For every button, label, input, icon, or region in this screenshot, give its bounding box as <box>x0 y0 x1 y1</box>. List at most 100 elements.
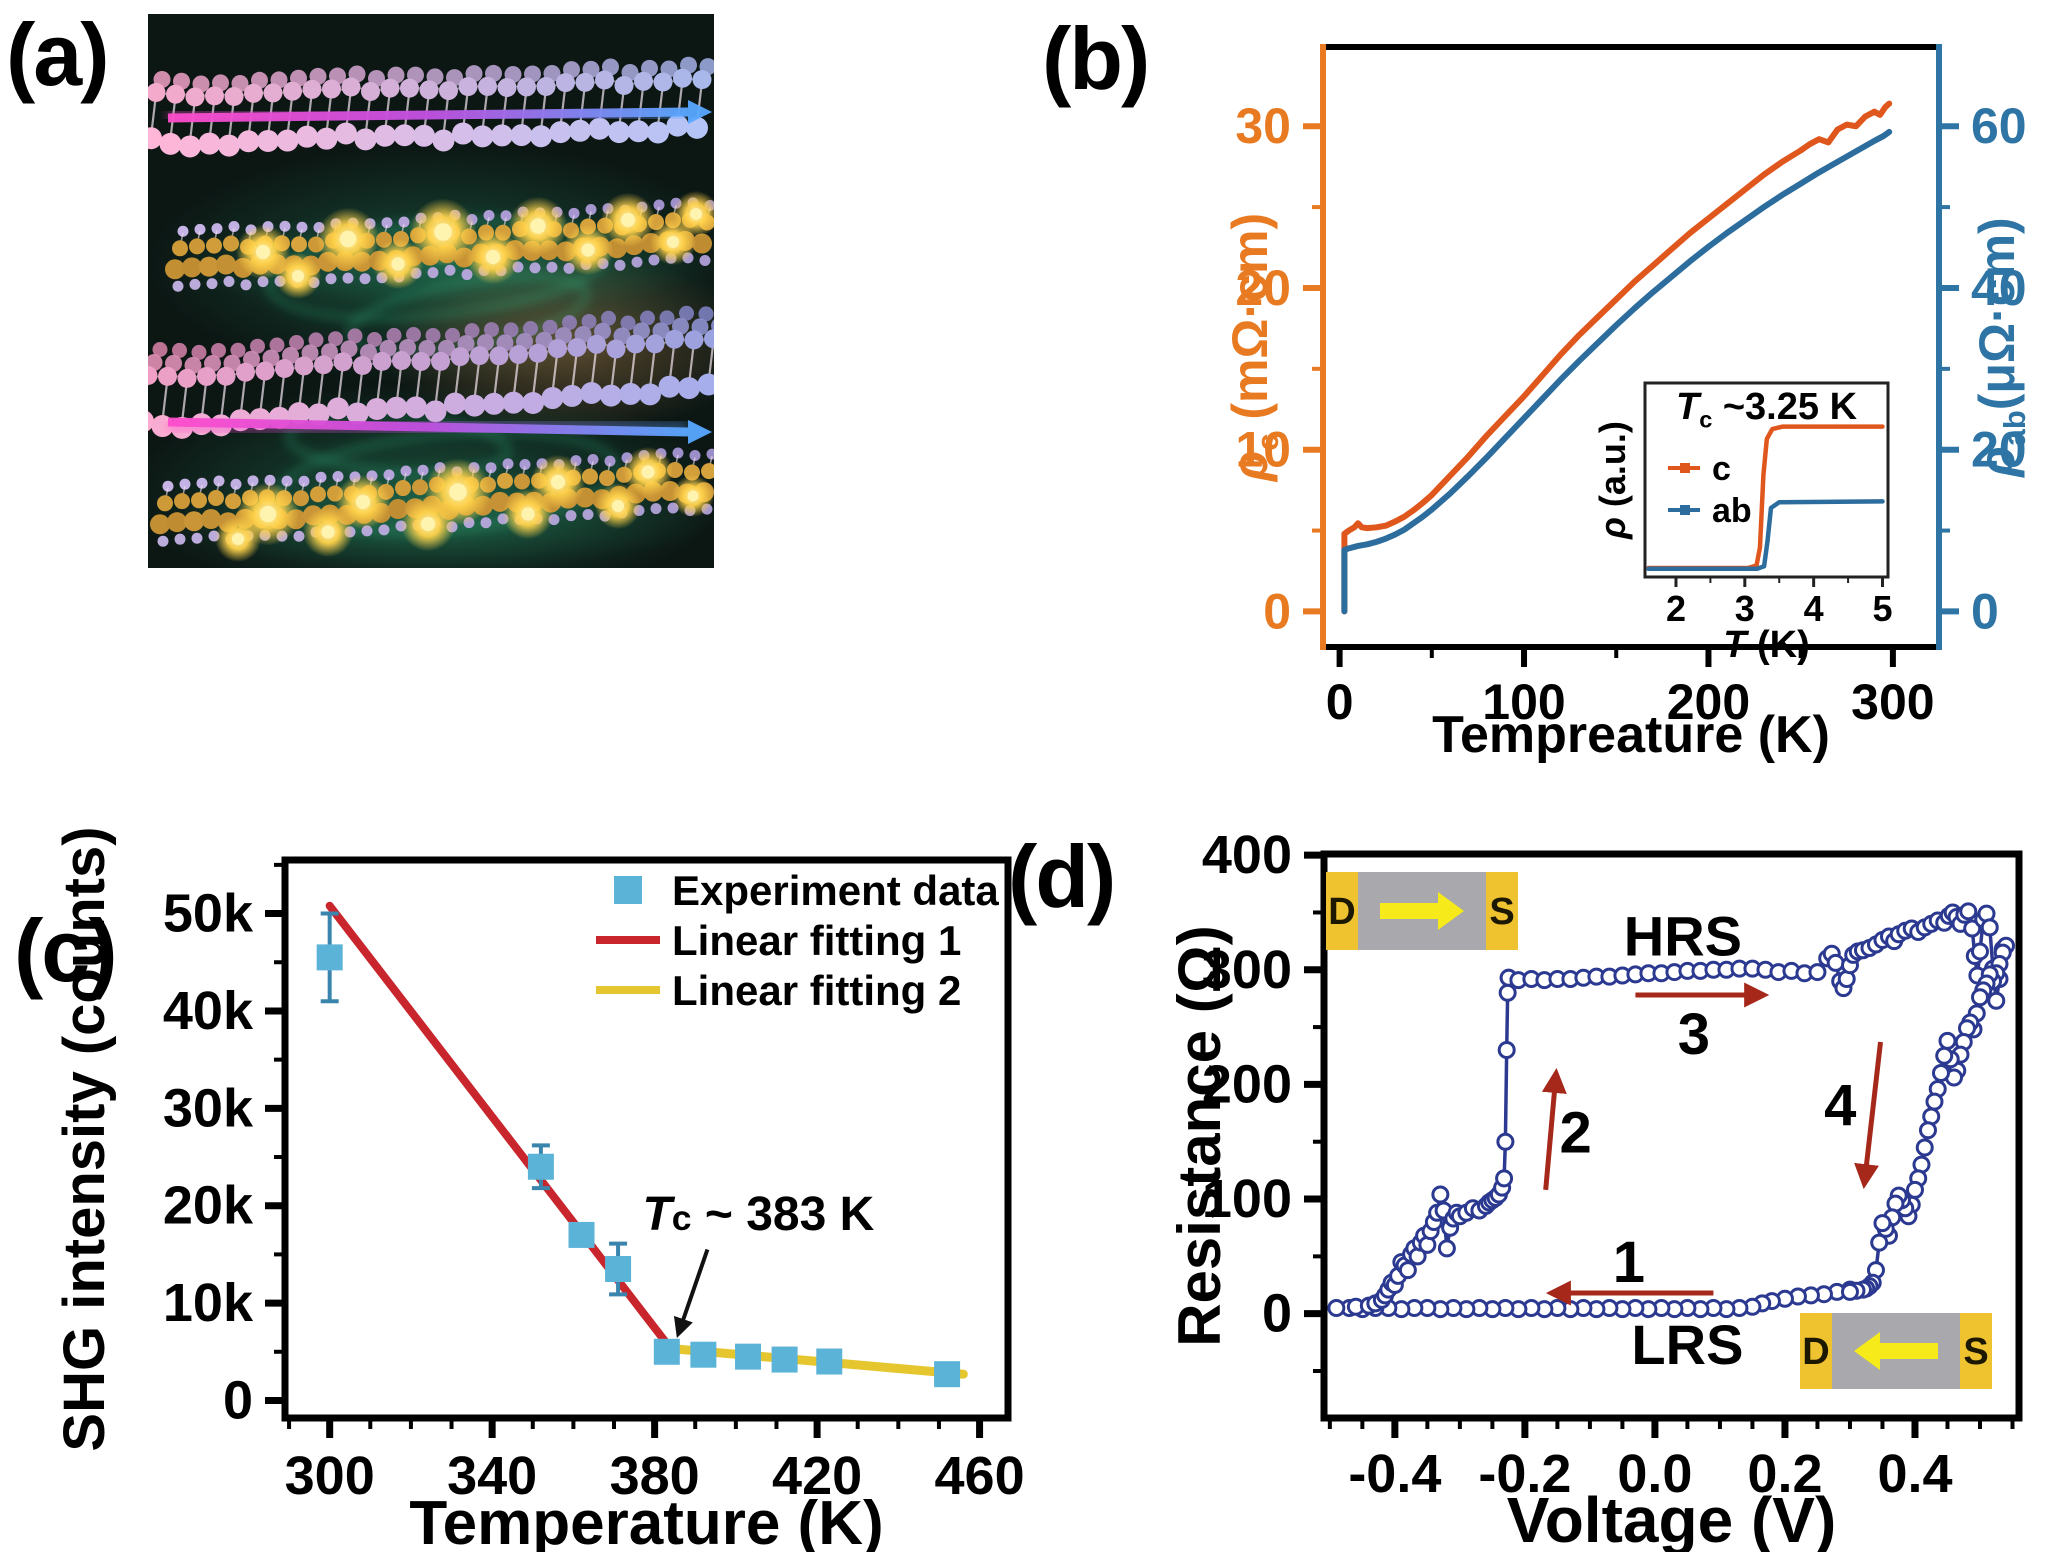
b-inset-xtick: 4 <box>1804 588 1824 629</box>
b-xtick: 100 <box>1482 674 1565 730</box>
current-arrow-shaft <box>1380 903 1438 919</box>
c-xlabel: Temperature (K) <box>409 1489 883 1552</box>
d-sweep-arrow-4 <box>1854 1041 1884 1190</box>
d-xtick: 0.2 <box>1747 1444 1822 1504</box>
b-inset-title: Tc ~3.25 K <box>1676 386 1858 432</box>
b-inset-xtick: 5 <box>1872 588 1892 629</box>
d-step-number: 4 <box>1824 1073 1856 1138</box>
b-inset-ylabel: ρ (a.u.) <box>1592 421 1633 540</box>
d-xtick: -0.2 <box>1478 1444 1571 1504</box>
panel-c-label: (c) <box>14 901 118 1000</box>
d-data-marker <box>1970 988 1989 1007</box>
d-data-marker <box>1826 953 1845 972</box>
experiment-data-point <box>735 1343 762 1370</box>
device-drain-contact <box>1326 872 1358 950</box>
experiment-data-point <box>527 1153 554 1180</box>
b-ylabel-left: ρc (mΩ·cm) <box>1222 213 1285 483</box>
d-data-marker <box>1495 1169 1514 1188</box>
d-ytick: 100 <box>1202 1169 1292 1229</box>
d-ylabel: Resistance (Ω) <box>1166 925 1233 1347</box>
b-ytick-left: 0 <box>1263 583 1291 639</box>
d-step-number: 3 <box>1678 1002 1710 1067</box>
c-data-points <box>316 911 961 1388</box>
d-data-marker <box>1808 963 1827 982</box>
d-state-label-lrs: LRS <box>1631 1313 1743 1376</box>
d-branch-line-set-rise <box>1354 976 1511 1309</box>
device-d-label: D <box>1328 891 1355 933</box>
c-legend-label: Linear fitting 2 <box>672 967 961 1014</box>
d-data-marker <box>1497 1041 1516 1060</box>
d-data-marker <box>1398 1261 1417 1280</box>
device-drain-contact <box>1800 1313 1832 1389</box>
a-lattice-layer-2 <box>148 305 714 439</box>
d-step-number: 1 <box>1613 1230 1645 1295</box>
c-ytick: 10k <box>163 1273 254 1333</box>
b-inset-xlabel: T (K) <box>1723 624 1810 666</box>
b-inset-legend-label: c <box>1712 450 1731 488</box>
d-data-marker <box>1498 983 1517 1002</box>
d-ytick: 0 <box>1262 1284 1292 1344</box>
c-xtick: 340 <box>447 1446 537 1506</box>
d-step-arrows: 12 3 4 HRS LRS <box>1541 905 1884 1376</box>
device-d-label: D <box>1802 1331 1829 1373</box>
d-data-marker <box>1327 1298 1346 1317</box>
current-arrow-shaft <box>1880 1343 1938 1359</box>
b-inset-xtick: 3 <box>1735 588 1755 629</box>
b-inset-xtick: 2 <box>1666 588 1686 629</box>
curve-rho-c <box>1341 100 1893 615</box>
c-annotation-arrow <box>673 1248 710 1339</box>
b-ytick-right: 0 <box>1971 583 1999 639</box>
current-arrow-head <box>1854 1332 1880 1370</box>
d-data-marker <box>1873 1214 1892 1233</box>
d-ytick: 200 <box>1202 1054 1292 1114</box>
d-data-marker <box>1938 1031 1957 1050</box>
b-ytick-left: 10 <box>1235 422 1291 478</box>
d-data-marker <box>1931 1063 1950 1082</box>
device-source-contact <box>1486 872 1518 950</box>
panel-a-illustration <box>148 14 714 568</box>
d-data-marker <box>1963 919 1982 938</box>
c-ytick: 40k <box>163 981 254 1041</box>
d-data-marker <box>1840 1282 1859 1301</box>
d-data-marker <box>1431 1185 1450 1204</box>
d-data-marker <box>1970 942 1989 961</box>
a-spin-beam-2 <box>167 411 712 444</box>
b-inset-legend-label: ab <box>1712 492 1752 530</box>
c-xtick: 460 <box>935 1446 1024 1506</box>
d-axes: -0.4 -0.2 0.0 0.2 0.4 0 100 200 300 400 Voltage (V… <box>1166 825 2023 1552</box>
panel-c-chart: 300 340 380 420 460 0 10k 20k 30k 40k 50k Temperatu… <box>52 826 1024 1552</box>
panel-b-label: (b) <box>1042 9 1150 108</box>
device-s-label: S <box>1489 891 1514 933</box>
c-ytick: 50k <box>163 884 254 944</box>
c-legend-label: Experiment data <box>672 867 999 914</box>
d-xtick: -0.4 <box>1348 1444 1441 1504</box>
experiment-data-point <box>653 1338 680 1365</box>
c-xtick: 420 <box>772 1446 862 1506</box>
b-ytick-right: 60 <box>1971 98 2027 154</box>
a-gold-layer-1 <box>165 190 714 315</box>
d-xtick: 0.0 <box>1617 1444 1692 1504</box>
panel-a-label: (a) <box>6 5 110 104</box>
d-xtick: 0.4 <box>1877 1444 1952 1504</box>
d-step-number: 2 <box>1559 1101 1591 1166</box>
b-ylabel-right: ρab(μΩ·cm) <box>1969 217 2032 478</box>
c-xtick: 300 <box>285 1446 375 1506</box>
d-ytick: 300 <box>1202 940 1292 1000</box>
c-xtick: 380 <box>610 1446 700 1506</box>
b-inset: 2 3 4 5 Tc ~3.25 K T (K) ρ (a.u.) c ab <box>1592 381 1893 666</box>
d-state-label-hrs: HRS <box>1624 905 1742 968</box>
device-s-label: S <box>1963 1331 1988 1373</box>
d-data-marker <box>1437 1239 1456 1258</box>
d-data-marker <box>1918 1121 1937 1140</box>
b-inset-legend-marker <box>1680 463 1690 473</box>
device-source-contact <box>1960 1313 1992 1389</box>
d-data-marker <box>1925 1092 1944 1111</box>
b-curves <box>1341 100 1893 615</box>
d-hysteresis-loop <box>1327 902 2015 1319</box>
b-ytick-left: 30 <box>1235 98 1291 154</box>
d-data-marker <box>1935 1046 1954 1065</box>
c-legend-square <box>614 876 642 904</box>
a-spin-beam-1 <box>167 100 712 129</box>
